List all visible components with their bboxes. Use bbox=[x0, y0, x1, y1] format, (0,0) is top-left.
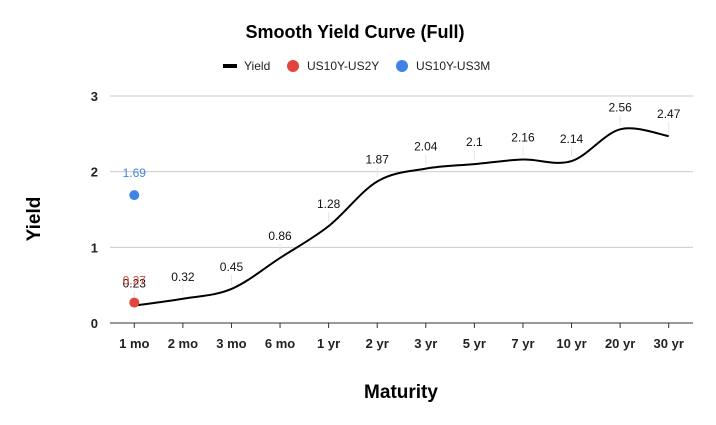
x-tick-label: 2 yr bbox=[366, 336, 389, 351]
x-tick-label: 3 mo bbox=[216, 336, 246, 351]
x-tick-marks bbox=[133, 323, 670, 328]
yield-data-label: 0.45 bbox=[220, 260, 244, 274]
x-tick-label: 1 yr bbox=[317, 336, 340, 351]
legend-swatch-yield bbox=[223, 64, 237, 68]
legend-label-us10y-us2y: US10Y-US2Y bbox=[307, 59, 379, 73]
yield-data-label: 0.32 bbox=[171, 270, 195, 284]
y-tick-label: 0 bbox=[91, 316, 98, 331]
x-tick-label: 7 yr bbox=[511, 336, 534, 351]
yield-data-label: 2.56 bbox=[608, 100, 632, 114]
yield-data-label: 2.47 bbox=[657, 107, 681, 121]
yield-data-label: 1.28 bbox=[317, 197, 341, 211]
x-tick-label: 5 yr bbox=[463, 336, 486, 351]
yield-data-label: 2.04 bbox=[414, 140, 438, 154]
yield-data-label: 0.23 bbox=[123, 277, 147, 291]
x-tick-labels: 1 mo 2 mo 3 mo 6 mo 1 yr 2 yr 3 yr 5 yr 7 yr 10 y… bbox=[119, 336, 684, 351]
point-label-us10y-us3m: 1.69 bbox=[123, 166, 147, 180]
y-axis-title: Yield bbox=[24, 197, 45, 242]
x-tick-label: 30 yr bbox=[654, 336, 684, 351]
legend-swatch-us10y-us3m bbox=[396, 60, 408, 72]
yield-data-label: 0.86 bbox=[268, 229, 292, 243]
series-line-yield bbox=[134, 127, 669, 307]
x-axis-title: Maturity bbox=[364, 382, 438, 403]
y-tick-label: 2 bbox=[91, 165, 98, 180]
y-tick-label: 1 bbox=[91, 240, 98, 255]
point-us10y-us2y bbox=[129, 297, 140, 308]
x-tick-label: 10 yr bbox=[556, 336, 586, 351]
point-us10y-us3m bbox=[129, 190, 140, 201]
x-tick-label: 1 mo bbox=[119, 336, 149, 351]
legend-label-us10y-us3m: US10Y-US3M bbox=[416, 59, 490, 73]
yield-data-label: 1.87 bbox=[366, 153, 390, 167]
x-tick-label: 20 yr bbox=[605, 336, 635, 351]
x-tick-label: 6 mo bbox=[265, 336, 295, 351]
yield-data-label: 2.16 bbox=[511, 131, 535, 145]
legend-swatch-us10y-us2y bbox=[287, 60, 299, 72]
legend-label-yield: Yield bbox=[244, 59, 270, 73]
x-tick-label: 2 mo bbox=[168, 336, 198, 351]
yield-data-label: 2.1 bbox=[466, 135, 483, 149]
data-labels: 0.23 0.32 0.45 0.86 1.28 1.87 2.04 2.1 2.16 2.14 2… bbox=[123, 100, 681, 290]
legend: Yield US10Y-US2Y US10Y-US3M bbox=[223, 59, 490, 73]
chart-title: Smooth Yield Curve (Full) bbox=[245, 22, 464, 42]
point-label-us10y-us2y: 0.27 bbox=[123, 274, 147, 288]
y-tick-labels: 0 1 2 3 bbox=[91, 89, 98, 331]
yield-data-label: 2.14 bbox=[560, 132, 584, 146]
x-tick-label: 3 yr bbox=[414, 336, 437, 351]
plot-area bbox=[129, 115, 670, 308]
y-tick-label: 3 bbox=[91, 89, 98, 104]
